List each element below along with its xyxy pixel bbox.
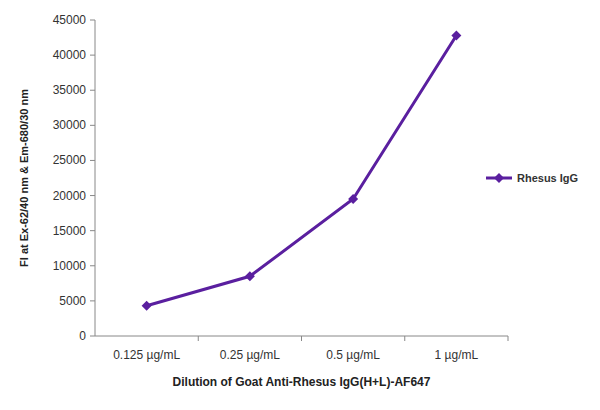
y-tick-label: 30000: [53, 118, 87, 132]
y-tick-label: 35000: [53, 83, 87, 97]
y-tick: [90, 55, 95, 56]
y-tick: [90, 195, 95, 196]
point-marker: [245, 271, 255, 281]
x-tick: [301, 336, 302, 341]
y-tick: [90, 230, 95, 231]
y-tick-label: 45000: [53, 13, 87, 27]
y-axis-label: FI at Ex-62/40 nm & Em-680/30 nm: [18, 89, 30, 267]
plot-area: [142, 30, 462, 310]
x-tick-label: 0.25 µg/mL: [220, 348, 281, 362]
y-tick-label: 20000: [53, 189, 87, 203]
y-tick: [90, 160, 95, 161]
legend-marker: [494, 173, 504, 183]
series-line: [147, 35, 457, 305]
point-marker: [142, 301, 152, 311]
y-tick-label: 10000: [53, 259, 87, 273]
y-tick-label: 25000: [53, 153, 87, 167]
x-axis-label: Dilution of Goat Anti-Rhesus IgG(H+L)-AF…: [173, 375, 431, 389]
y-tick-label: 5000: [59, 294, 86, 308]
x-tick-label: 0.5 µg/mL: [326, 348, 380, 362]
y-tick: [90, 90, 95, 91]
x-tick: [198, 336, 199, 341]
y-tick: [90, 125, 95, 126]
y-tick-label: 0: [79, 329, 86, 343]
y-tick-label: 40000: [53, 48, 87, 62]
point-marker: [348, 194, 358, 204]
legend-label: Rhesus IgG: [517, 172, 578, 184]
y-tick-label: 15000: [53, 224, 87, 238]
x-tick-label: 0.125 µg/mL: [113, 348, 180, 362]
y-tick: [90, 336, 95, 337]
y-tick: [90, 265, 95, 266]
x-tick: [508, 336, 509, 341]
x-tick-label: 1 µg/mL: [435, 348, 479, 362]
y-tick: [90, 300, 95, 301]
x-tick: [404, 336, 405, 341]
y-tick: [90, 20, 95, 21]
point-marker: [451, 30, 461, 40]
y-axis: [95, 20, 96, 336]
